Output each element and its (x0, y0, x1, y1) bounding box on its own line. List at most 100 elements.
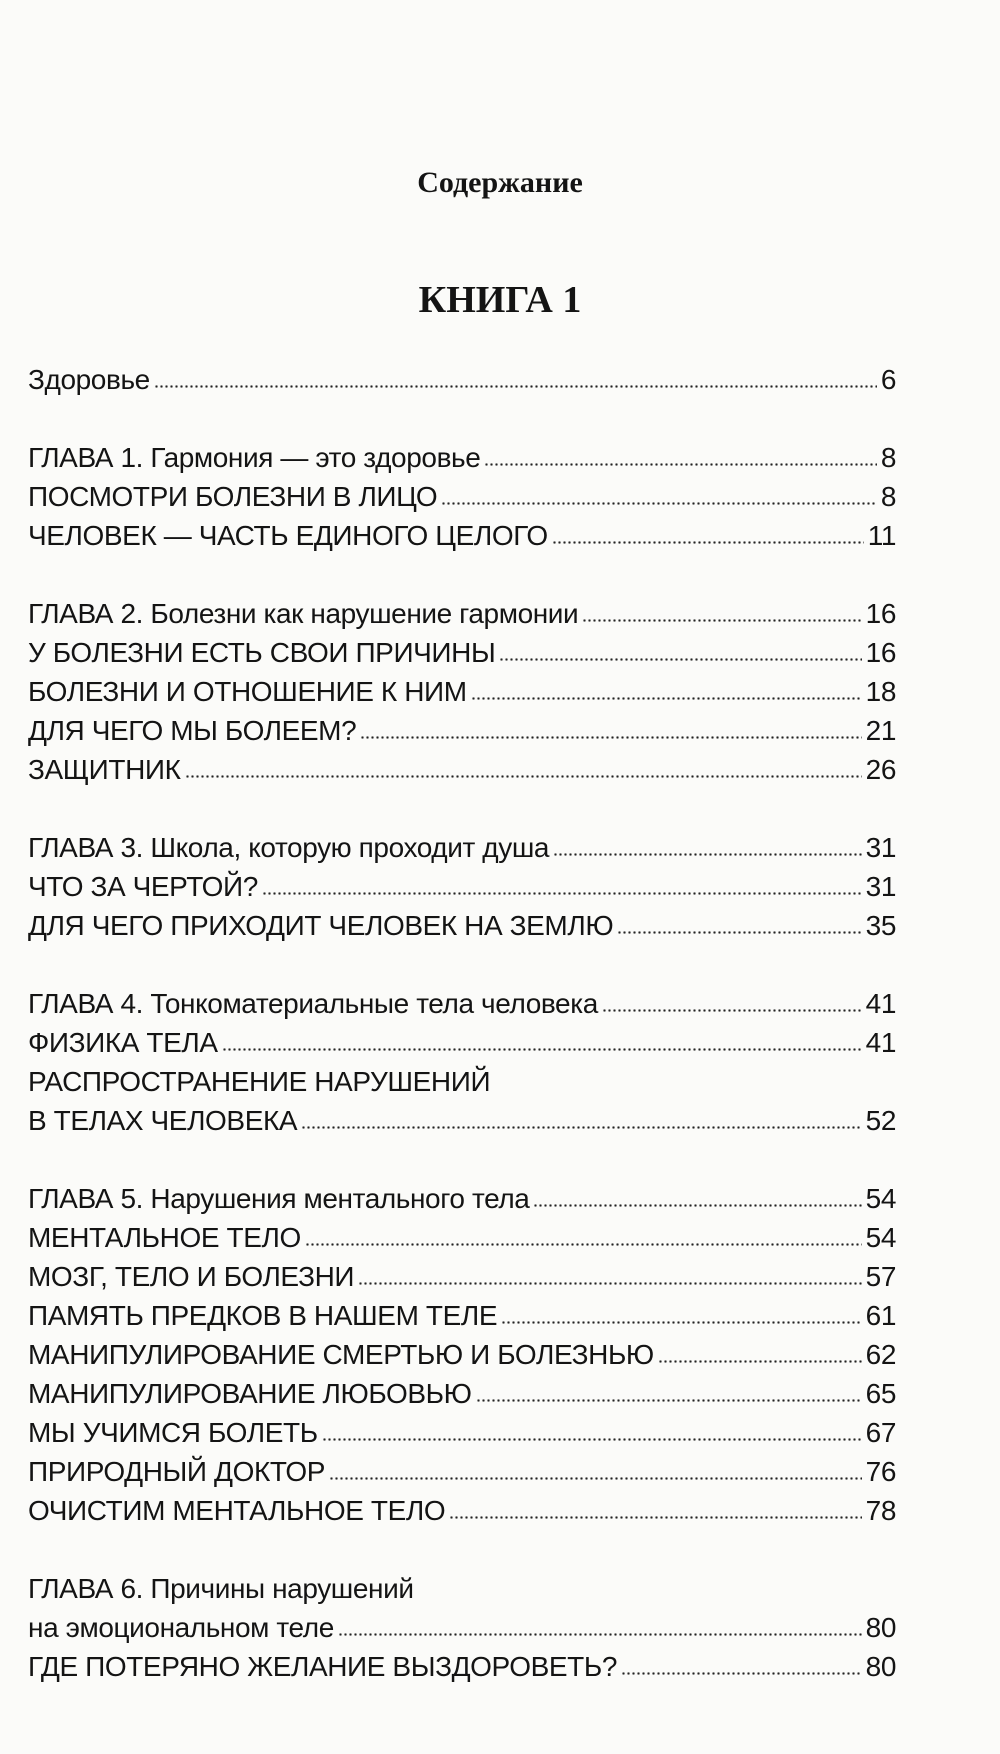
entry-title: ГЛАВА 3. Школа, которую проходит душа (28, 832, 550, 863)
entry-page-number: 54 (865, 1222, 897, 1253)
dot-leader (657, 1360, 862, 1363)
entry-title: ПРИРОДНЫЙ ДОКТОР (28, 1456, 325, 1487)
toc-group: ГЛАВА 5. Нарушения ментального тела 54 МЕН… (28, 1179, 896, 1530)
entry-page-number: 21 (865, 715, 897, 746)
toc-group: ГЛАВА 6. Причины нарушений на эмоциональн… (28, 1569, 896, 1686)
entry-title: ФИЗИКА ТЕЛА (28, 1027, 218, 1058)
entry-page-number: 52 (865, 1105, 897, 1136)
dot-leader (621, 1672, 862, 1675)
entry-page-number: 26 (865, 754, 897, 785)
dot-leader (475, 1399, 862, 1402)
dot-leader (221, 1048, 862, 1051)
entry-page-number: 31 (865, 832, 897, 863)
toc-entry[interactable]: ПОСМОТРИ БОЛЕЗНИ В ЛИЦО 8 (28, 477, 896, 516)
toc-group: ГЛАВА 4. Тонкоматериальные тела человека… (28, 984, 896, 1140)
dot-leader (484, 463, 877, 466)
toc-entry[interactable]: МОЗГ, ТЕЛО И БОЛЕЗНИ 57 (28, 1257, 896, 1296)
entry-title: ДЛЯ ЧЕГО МЫ БОЛЕЕМ? (28, 715, 357, 746)
dot-leader (582, 619, 862, 622)
entry-title: МЕНТАЛЬНОЕ ТЕЛО (28, 1222, 301, 1253)
toc-entry[interactable]: ОЧИСТИМ МЕНТАЛЬНОЕ ТЕЛО 78 (28, 1491, 896, 1530)
toc-group: ГЛАВА 2. Болезни как нарушение гармонии 1… (28, 594, 896, 789)
dot-leader (533, 1204, 862, 1207)
entry-page-number: 6 (880, 364, 897, 395)
entry-title-first-line: ГЛАВА 6. Причины нарушений (28, 1573, 414, 1604)
dot-leader (321, 1438, 862, 1441)
toc-group: Здоровье 6 (28, 360, 896, 399)
dot-leader (449, 1516, 862, 1519)
table-of-contents: Здоровье 6 ГЛАВА 1. Гармония — это здоровь… (28, 360, 896, 1725)
entry-title: ПАМЯТЬ ПРЕДКОВ В НАШЕМ ТЕЛЕ (28, 1300, 498, 1331)
toc-group: ГЛАВА 3. Школа, которую проходит душа 31 Ч… (28, 828, 896, 945)
toc-entry[interactable]: БОЛЕЗНИ И ОТНОШЕНИЕ К НИМ 18 (28, 672, 896, 711)
entry-page-number: 11 (867, 520, 897, 551)
toc-group: ГЛАВА 1. Гармония — это здоровье 8 ПОСМОТР… (28, 438, 896, 555)
entry-page-number: 67 (865, 1417, 897, 1448)
dot-leader (360, 736, 862, 739)
entry-title: ЧЕЛОВЕК — ЧАСТЬ ЕДИНОГО ЦЕЛОГО (28, 520, 548, 551)
toc-entry[interactable]: У БОЛЕЗНИ ЕСТЬ СВОИ ПРИЧИНЫ 16 (28, 633, 896, 672)
toc-entry[interactable]: МЫ УЧИМСЯ БОЛЕТЬ 67 (28, 1413, 896, 1452)
entry-page-number: 41 (865, 988, 897, 1019)
dot-leader (304, 1243, 862, 1246)
entry-title: ЧТО ЗА ЧЕРТОЙ? (28, 871, 258, 902)
toc-entry[interactable]: Здоровье 6 (28, 360, 896, 399)
entry-title: ГЛАВА 5. Нарушения ментального тела (28, 1183, 530, 1214)
toc-entry[interactable]: ПАМЯТЬ ПРЕДКОВ В НАШЕМ ТЕЛЕ 61 (28, 1296, 896, 1335)
entry-page-number: 35 (865, 910, 897, 941)
dot-leader (553, 853, 862, 856)
toc-entry[interactable]: ДЛЯ ЧЕГО ПРИХОДИТ ЧЕЛОВЕК НА ЗЕМЛЮ 35 (28, 906, 896, 945)
toc-entry[interactable]: ГЛАВА 4. Тонкоматериальные тела человека… (28, 984, 896, 1023)
toc-entry[interactable]: ГЛАВА 5. Нарушения ментального тела 54 (28, 1179, 896, 1218)
entry-title: МАНИПУЛИРОВАНИЕ СМЕРТЬЮ И БОЛЕЗНЬЮ (28, 1339, 654, 1370)
dot-leader (470, 697, 862, 700)
dot-leader (501, 1321, 862, 1324)
entry-page-number: 16 (865, 637, 897, 668)
toc-entry[interactable]: МАНИПУЛИРОВАНИЕ ЛЮБОВЬЮ 65 (28, 1374, 896, 1413)
entry-page-number: 76 (865, 1456, 897, 1487)
toc-entry[interactable]: ЗАЩИТНИК 26 (28, 750, 896, 789)
entry-title: ДЛЯ ЧЕГО ПРИХОДИТ ЧЕЛОВЕК НА ЗЕМЛЮ (28, 910, 614, 941)
dot-leader (337, 1633, 862, 1636)
entry-page-number: 57 (865, 1261, 897, 1292)
entry-title: БОЛЕЗНИ И ОТНОШЕНИЕ К НИМ (28, 676, 467, 707)
entry-title: МОЗГ, ТЕЛО И БОЛЕЗНИ (28, 1261, 355, 1292)
entry-page-number: 61 (865, 1300, 897, 1331)
toc-entry[interactable]: МЕНТАЛЬНОЕ ТЕЛО 54 (28, 1218, 896, 1257)
toc-entry[interactable]: ФИЗИКА ТЕЛА 41 (28, 1023, 896, 1062)
toc-title: Содержание (417, 166, 583, 199)
toc-entry[interactable]: МАНИПУЛИРОВАНИЕ СМЕРТЬЮ И БОЛЕЗНЬЮ 62 (28, 1335, 896, 1374)
dot-leader (551, 541, 864, 544)
entry-page-number: 16 (865, 598, 897, 629)
toc-entry[interactable]: ЧЕЛОВЕК — ЧАСТЬ ЕДИНОГО ЦЕЛОГО 11 (28, 516, 896, 555)
entry-title: У БОЛЕЗНИ ЕСТЬ СВОИ ПРИЧИНЫ (28, 637, 496, 668)
dot-leader (441, 502, 877, 505)
entry-title: МАНИПУЛИРОВАНИЕ ЛЮБОВЬЮ (28, 1378, 472, 1409)
dot-leader (261, 892, 862, 895)
toc-entry[interactable]: ПРИРОДНЫЙ ДОКТОР 76 (28, 1452, 896, 1491)
entry-title-first-line: РАСПРОСТРАНЕНИЕ НАРУШЕНИЙ (28, 1066, 491, 1097)
entry-title: ГЛАВА 1. Гармония — это здоровье (28, 442, 481, 473)
entry-page-number: 78 (865, 1495, 897, 1526)
entry-title: ГДЕ ПОТЕРЯНО ЖЕЛАНИЕ ВЫЗДОРОВЕТЬ? (28, 1651, 617, 1682)
entry-title: МЫ УЧИМСЯ БОЛЕТЬ (28, 1417, 318, 1448)
toc-entry[interactable]: ДЛЯ ЧЕГО МЫ БОЛЕЕМ? 21 (28, 711, 896, 750)
dot-leader (153, 385, 877, 388)
entry-page-number: 80 (865, 1651, 897, 1682)
toc-entry[interactable]: В ТЕЛАХ ЧЕЛОВЕКА 52 (28, 1101, 896, 1140)
entry-page-number: 18 (865, 676, 897, 707)
toc-entry[interactable]: ЧТО ЗА ЧЕРТОЙ? 31 (28, 867, 896, 906)
entry-page-number: 8 (880, 481, 897, 512)
toc-entry[interactable]: ГЛАВА 3. Школа, которую проходит душа 31 (28, 828, 896, 867)
toc-entry[interactable]: ГЛАВА 2. Болезни как нарушение гармонии 1… (28, 594, 896, 633)
entry-page-number: 41 (865, 1027, 897, 1058)
toc-entry[interactable]: на эмоциональном теле 80 (28, 1608, 896, 1647)
entry-page-number: 54 (865, 1183, 897, 1214)
book-title: КНИГА 1 (418, 279, 582, 321)
toc-entry[interactable]: ГЛАВА 1. Гармония — это здоровье 8 (28, 438, 896, 477)
dot-leader (328, 1477, 862, 1480)
toc-entry-first-line: РАСПРОСТРАНЕНИЕ НАРУШЕНИЙ (28, 1062, 896, 1101)
entry-title: ОЧИСТИМ МЕНТАЛЬНОЕ ТЕЛО (28, 1495, 446, 1526)
entry-title: ГЛАВА 2. Болезни как нарушение гармонии (28, 598, 579, 629)
toc-entry[interactable]: ГДЕ ПОТЕРЯНО ЖЕЛАНИЕ ВЫЗДОРОВЕТЬ? 80 (28, 1647, 896, 1686)
